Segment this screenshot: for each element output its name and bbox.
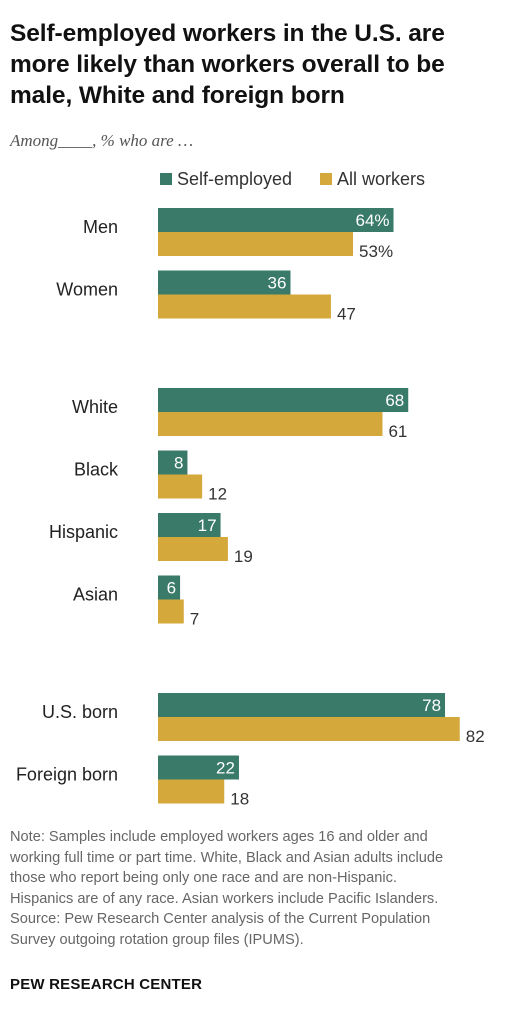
data-label-all-workers: 19: [234, 547, 253, 566]
category-label: Foreign born: [16, 765, 118, 785]
data-label-self-employed: 8: [174, 454, 183, 473]
legend-label-self-employed: Self-employed: [177, 169, 293, 189]
data-label-self-employed: 17: [198, 516, 217, 535]
bar-self-employed: [158, 693, 446, 717]
title-line: Self-employed workers in the U.S. are: [10, 20, 445, 47]
bar-all-workers: [158, 412, 383, 436]
bar-self-employed: [158, 513, 221, 537]
bar-all-workers: [158, 717, 460, 741]
data-label-self-employed: 36: [268, 274, 287, 293]
legend-swatch-self-employed: [160, 173, 172, 185]
bar-all-workers: [158, 232, 354, 256]
note-line: Hispanics are of any race. Asian workers…: [10, 890, 439, 907]
note-line: Note: Samples include employed workers a…: [10, 829, 428, 845]
category-label: White: [72, 397, 118, 417]
data-label-all-workers: 12: [208, 485, 227, 504]
data-label-all-workers: 7: [190, 610, 199, 629]
bar-all-workers: [158, 474, 203, 499]
note-line: Survey outgoing rotation group files (IP…: [10, 931, 304, 948]
bar-all-workers: [158, 294, 331, 319]
data-label-self-employed: 68: [385, 391, 404, 410]
bar-self-employed: [158, 575, 181, 600]
data-label-self-employed: 64%: [355, 211, 389, 230]
data-label-all-workers: 18: [230, 790, 249, 809]
bar-self-employed: [158, 388, 409, 412]
legend: Self-employed All workers: [0, 168, 512, 194]
bar-all-workers: [158, 779, 225, 804]
data-label-all-workers: 82: [466, 727, 485, 746]
bar-self-employed: [158, 755, 239, 780]
bar-all-workers: [158, 537, 228, 561]
bar-self-employed: [158, 450, 188, 475]
category-label: Black: [74, 460, 119, 480]
note-line: those who report being only one race and…: [10, 870, 397, 886]
data-label-self-employed: 78: [422, 696, 441, 715]
title-line: male, White and foreign born: [10, 82, 345, 109]
legend-label-all-workers: All workers: [337, 169, 426, 189]
bar-self-employed: [158, 270, 291, 295]
chart-subtitle: Among____, % who are …: [10, 131, 194, 150]
data-label-self-employed: 22: [216, 759, 235, 778]
category-label: Hispanic: [49, 522, 118, 542]
category-label: Asian: [73, 585, 118, 605]
data-label-all-workers: 61: [388, 422, 407, 441]
legend-swatch-all-workers: [320, 173, 332, 185]
bar-chart: Men 64% 53% Women 36 47 White 68 61 Black 8 12 Hispa…: [16, 208, 485, 809]
note-line: Source: Pew Research Center analysis of …: [10, 911, 431, 927]
bar-self-employed: [158, 208, 394, 232]
bar-all-workers: [158, 599, 184, 624]
category-label: U.S. born: [42, 702, 118, 722]
data-label-all-workers: 53%: [359, 242, 393, 261]
data-label-all-workers: 47: [337, 305, 356, 324]
chart-title: Self-employed workers in the U.S. are mo…: [10, 18, 505, 111]
category-label: Men: [83, 217, 118, 237]
note-line: working full time or part time. White, B…: [10, 849, 444, 866]
data-label-self-employed: 6: [167, 579, 176, 598]
category-label: Women: [56, 280, 118, 300]
chart-note: Note: Samples include employed workers a…: [10, 827, 505, 950]
brand-logo-text: PEW RESEARCH CENTER: [10, 976, 203, 993]
title-line: more likely than workers overall to be: [10, 51, 445, 78]
